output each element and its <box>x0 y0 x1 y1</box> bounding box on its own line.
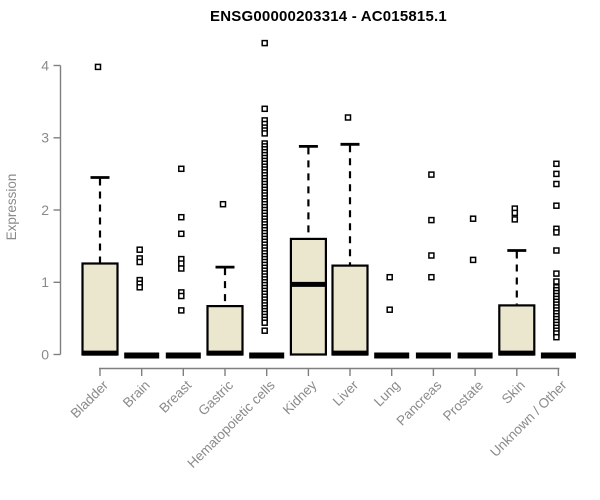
outlier-point <box>136 284 143 291</box>
outlier-point <box>469 256 477 264</box>
x-axis-category-label-pancreas: Pancreas <box>394 377 445 428</box>
outlier-point <box>136 246 143 253</box>
outlier-point <box>553 247 560 254</box>
collapsed-box-at-zero <box>540 352 576 359</box>
outlier-point <box>178 265 185 272</box>
boxplot-group-brain <box>124 246 160 359</box>
outlier-point <box>553 180 560 188</box>
outlier-point <box>178 213 185 221</box>
outlier-point <box>553 160 560 168</box>
box <box>81 262 119 356</box>
outlier-point <box>178 230 185 238</box>
outlier-point <box>553 170 560 178</box>
boxplot-group-bladder <box>81 63 119 356</box>
collapsed-box-at-zero <box>124 352 160 359</box>
x-axis-category-label-lung: Lung <box>371 378 403 410</box>
x-axis-category-label-gastric: Gastric <box>195 377 236 418</box>
outlier-point <box>261 39 268 47</box>
collapsed-box-at-zero <box>415 352 451 359</box>
box <box>498 304 536 356</box>
chart-title: ENSG00000203314 - AC015815.1 <box>210 8 447 25</box>
outlier-point <box>261 105 268 113</box>
outlier-point <box>553 278 560 285</box>
outlier-point <box>428 252 435 259</box>
outlier-point <box>261 319 268 326</box>
outlier-point <box>386 273 393 281</box>
outlier-point <box>428 273 435 281</box>
outlier-point <box>178 165 185 173</box>
outlier-point <box>511 216 519 223</box>
x-axis-category-label-breast: Breast <box>156 377 194 415</box>
boxplot-group-liver <box>331 114 369 356</box>
boxplot-group-gastric <box>206 200 244 356</box>
collapsed-box-at-zero <box>374 352 410 359</box>
outlier-point <box>136 258 143 266</box>
x-axis-category-label-prostate: Prostate <box>440 378 486 424</box>
y-axis-tick-label: 0 <box>41 346 49 362</box>
x-axis-category-label-liver: Liver <box>330 377 362 409</box>
outlier-point <box>469 215 477 222</box>
y-axis-tick-label: 4 <box>41 57 49 73</box>
box <box>289 237 327 356</box>
y-axis-tick-label: 3 <box>41 130 49 146</box>
outlier-point <box>553 229 560 236</box>
outlier-point <box>553 202 560 209</box>
outlier-point <box>178 307 185 314</box>
boxplot-group-lung <box>374 273 410 359</box>
boxplot-group-pancreas <box>415 171 451 359</box>
x-axis-category-label-kidney: Kidney <box>280 377 320 417</box>
outlier-point <box>178 292 185 300</box>
x-axis-category-label-unknown-other: Unknown / Other <box>487 377 570 460</box>
x-axis-category-label-brain: Brain <box>120 378 153 411</box>
collapsed-box-at-zero <box>165 352 201 359</box>
box <box>206 305 244 356</box>
outlier-point <box>344 114 352 121</box>
outlier-point <box>261 327 268 334</box>
outlier-point <box>553 270 560 277</box>
outlier-point <box>94 63 102 71</box>
outlier-point <box>261 130 268 137</box>
x-axis-category-label-skin: Skin <box>499 378 528 407</box>
collapsed-box-at-zero <box>249 352 285 359</box>
y-axis-tick-label: 1 <box>41 274 49 290</box>
x-axis-category-label-bladder: Bladder <box>68 377 112 421</box>
box <box>331 264 369 356</box>
outlier-point <box>511 209 519 217</box>
boxplot-group-hematopoietic-cells <box>249 39 285 359</box>
outlier-point <box>428 171 435 178</box>
outlier-point <box>428 216 435 224</box>
boxplot-group-unknown-other <box>540 160 576 359</box>
y-axis-title: Expression <box>4 174 19 241</box>
outlier-point <box>386 306 393 313</box>
outlier-point <box>553 333 560 341</box>
outlier-point <box>219 200 227 208</box>
boxplot-group-kidney <box>289 144 327 356</box>
boxplot-group-breast <box>165 165 201 359</box>
boxplot-group-prostate <box>457 215 493 359</box>
collapsed-box-at-zero <box>457 352 493 359</box>
boxplot-group-skin <box>498 205 536 356</box>
y-axis-tick-label: 2 <box>41 202 49 218</box>
